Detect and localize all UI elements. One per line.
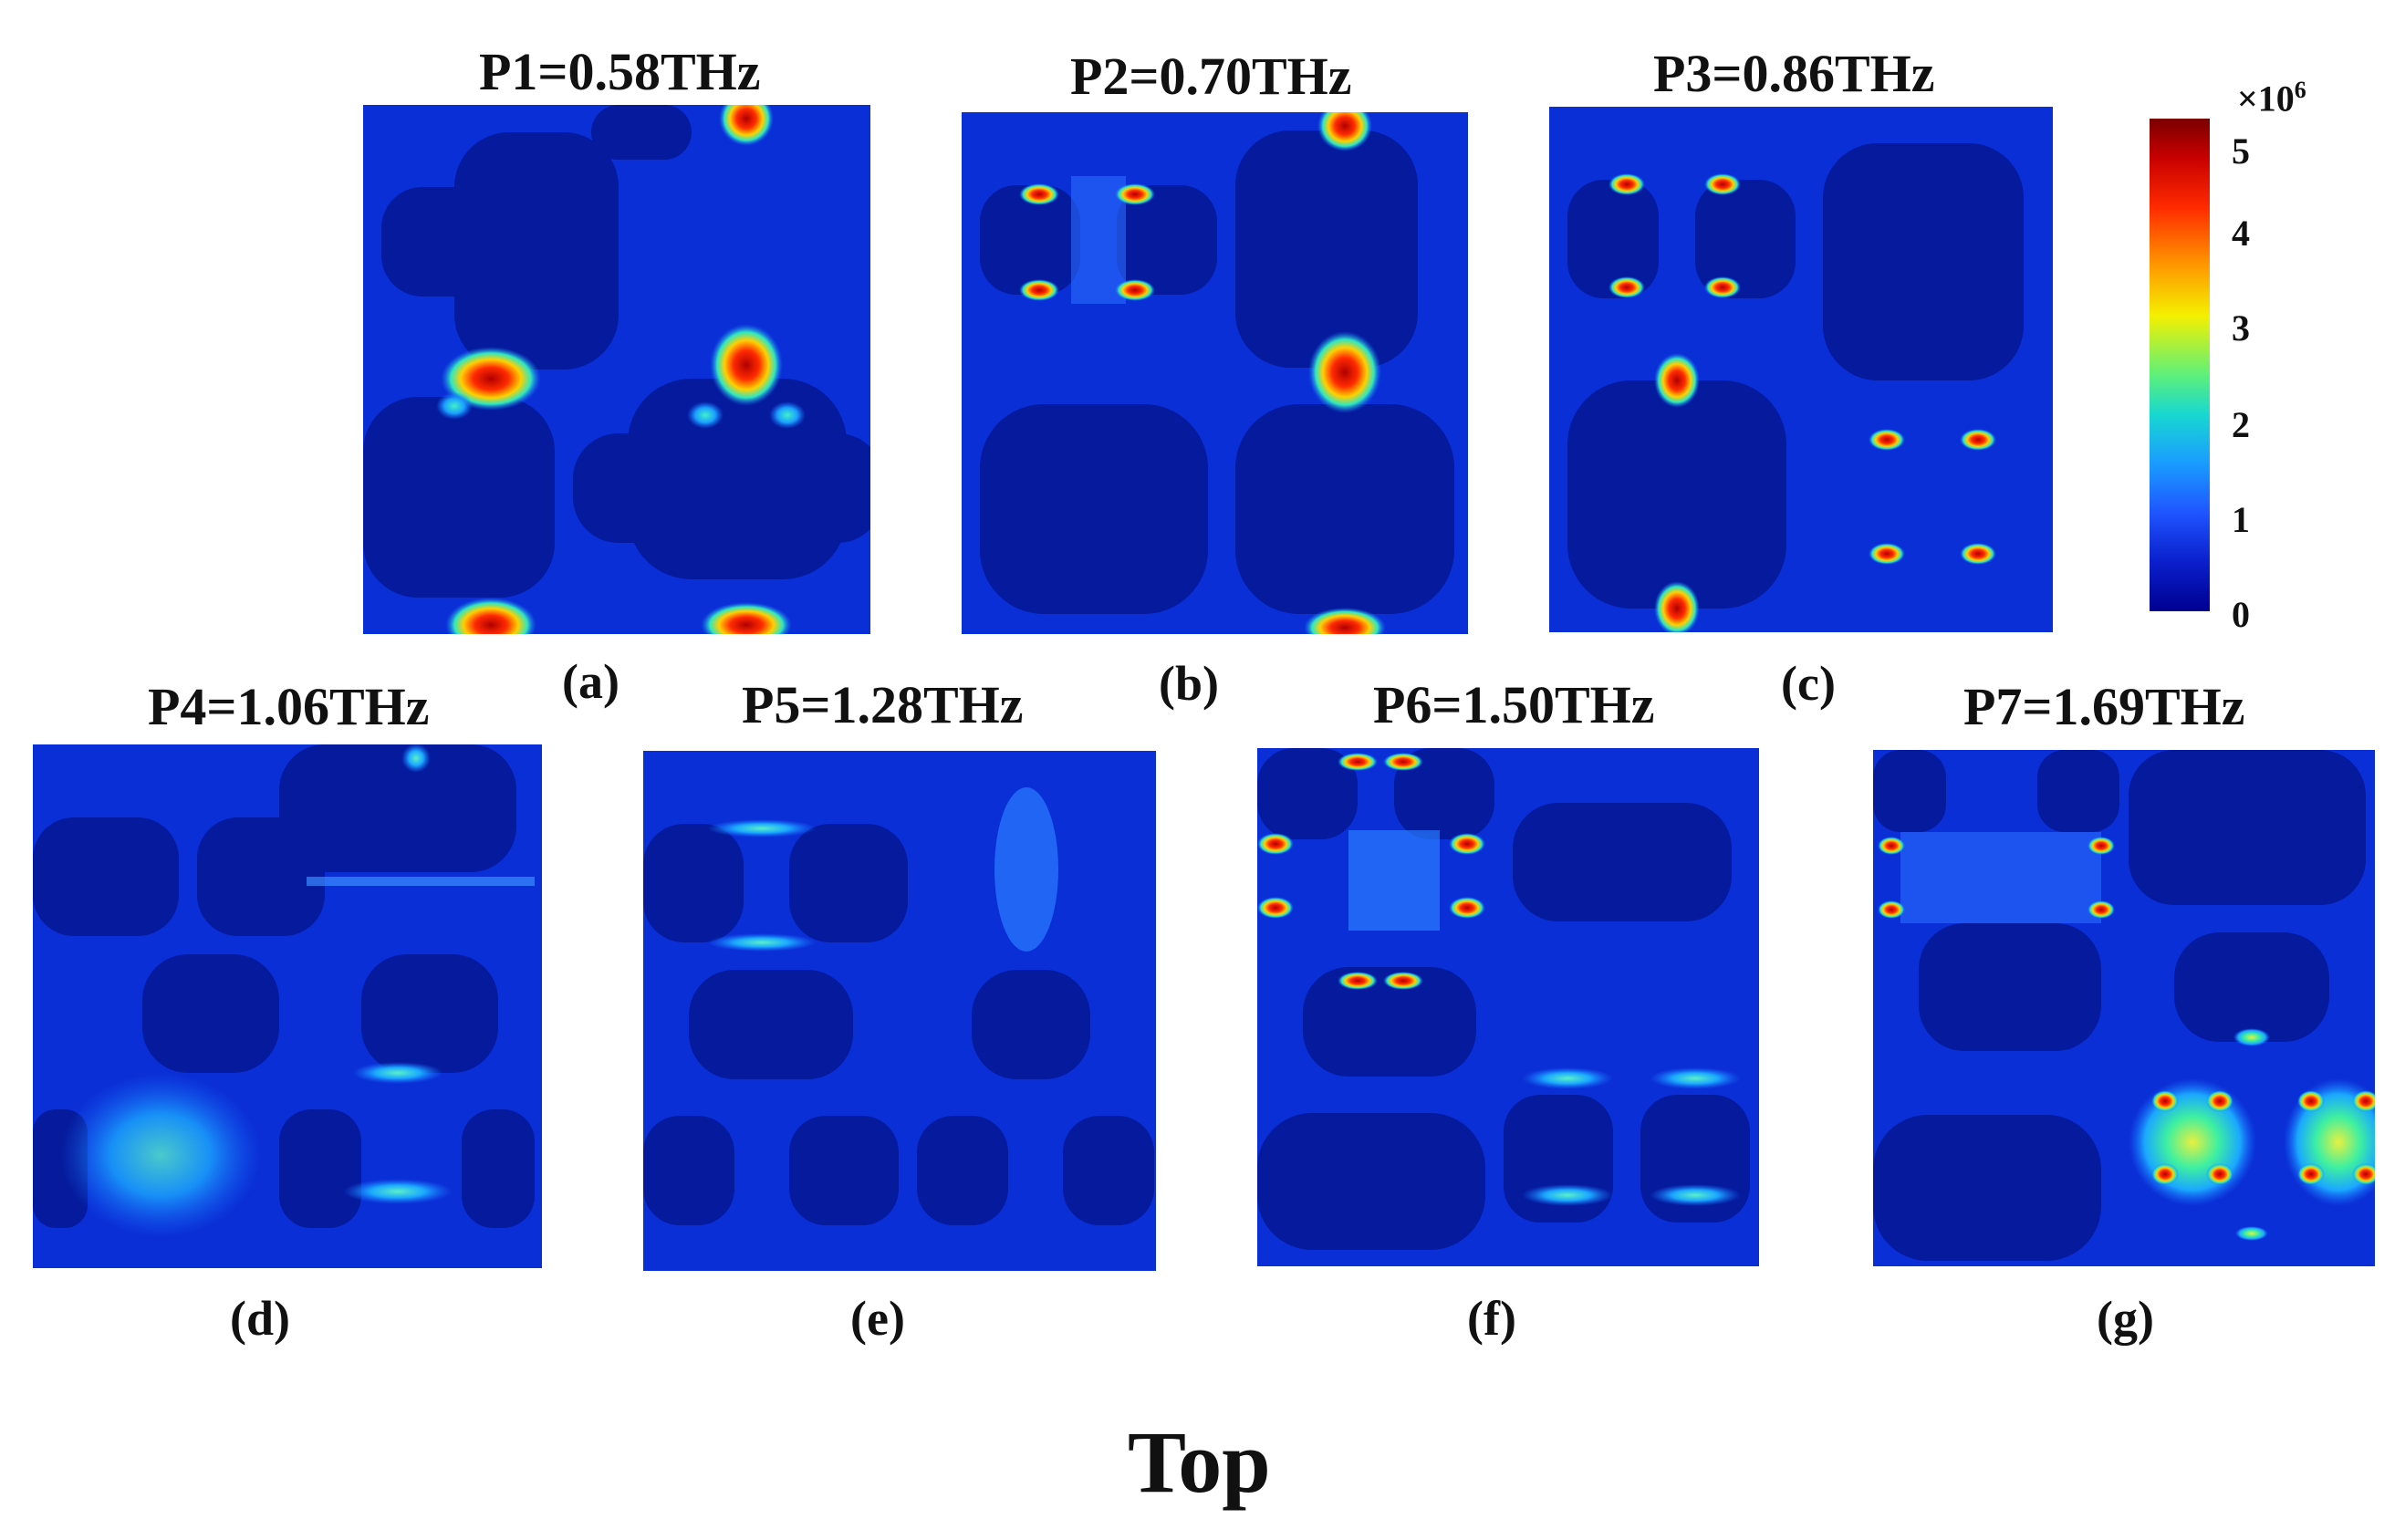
panel-d-label: (d) [230, 1291, 290, 1346]
panel-g-field-map [1873, 750, 2375, 1266]
colorbar-tick: 1 [2232, 499, 2250, 540]
panel-g-label: (g) [2097, 1291, 2154, 1346]
panel-c-field-map [1549, 107, 2053, 632]
panel-d-field-map [33, 744, 542, 1268]
panel-f-label: (f) [1467, 1291, 1516, 1346]
panel-a-title: P1=0.58THz [479, 42, 761, 101]
colorbar [2150, 119, 2210, 611]
panel-c-title: P3=0.86THz [1653, 44, 1935, 103]
figure-caption: Top [1128, 1413, 1271, 1511]
colorbar-tick: 0 [2232, 594, 2250, 635]
panel-g-title: P7=1.69THz [1963, 677, 2245, 736]
colorbar-exponent-power: 6 [2294, 77, 2306, 103]
panel-c-label: (c) [1781, 656, 1836, 711]
panel-f-field-map [1257, 748, 1759, 1266]
panel-a-field-map [363, 105, 870, 634]
panel-a-label: (a) [562, 654, 619, 709]
panel-f-title: P6=1.50THz [1373, 675, 1655, 734]
panel-b-title: P2=0.70THz [1070, 47, 1352, 106]
colorbar-exponent-base: ×10 [2237, 78, 2295, 120]
panel-e-field-map [643, 751, 1156, 1271]
panel-e-label: (e) [850, 1291, 905, 1346]
colorbar-exponent: ×106 [2237, 77, 2306, 120]
panel-b-field-map [962, 112, 1468, 634]
panel-d-title: P4=1.06THz [148, 677, 430, 736]
panel-e-title: P5=1.28THz [742, 675, 1024, 734]
colorbar-tick: 2 [2232, 404, 2250, 445]
colorbar-tick: 5 [2232, 130, 2250, 172]
colorbar-tick: 4 [2232, 213, 2250, 254]
colorbar-tick: 3 [2232, 307, 2250, 349]
panel-b-label: (b) [1159, 656, 1219, 711]
